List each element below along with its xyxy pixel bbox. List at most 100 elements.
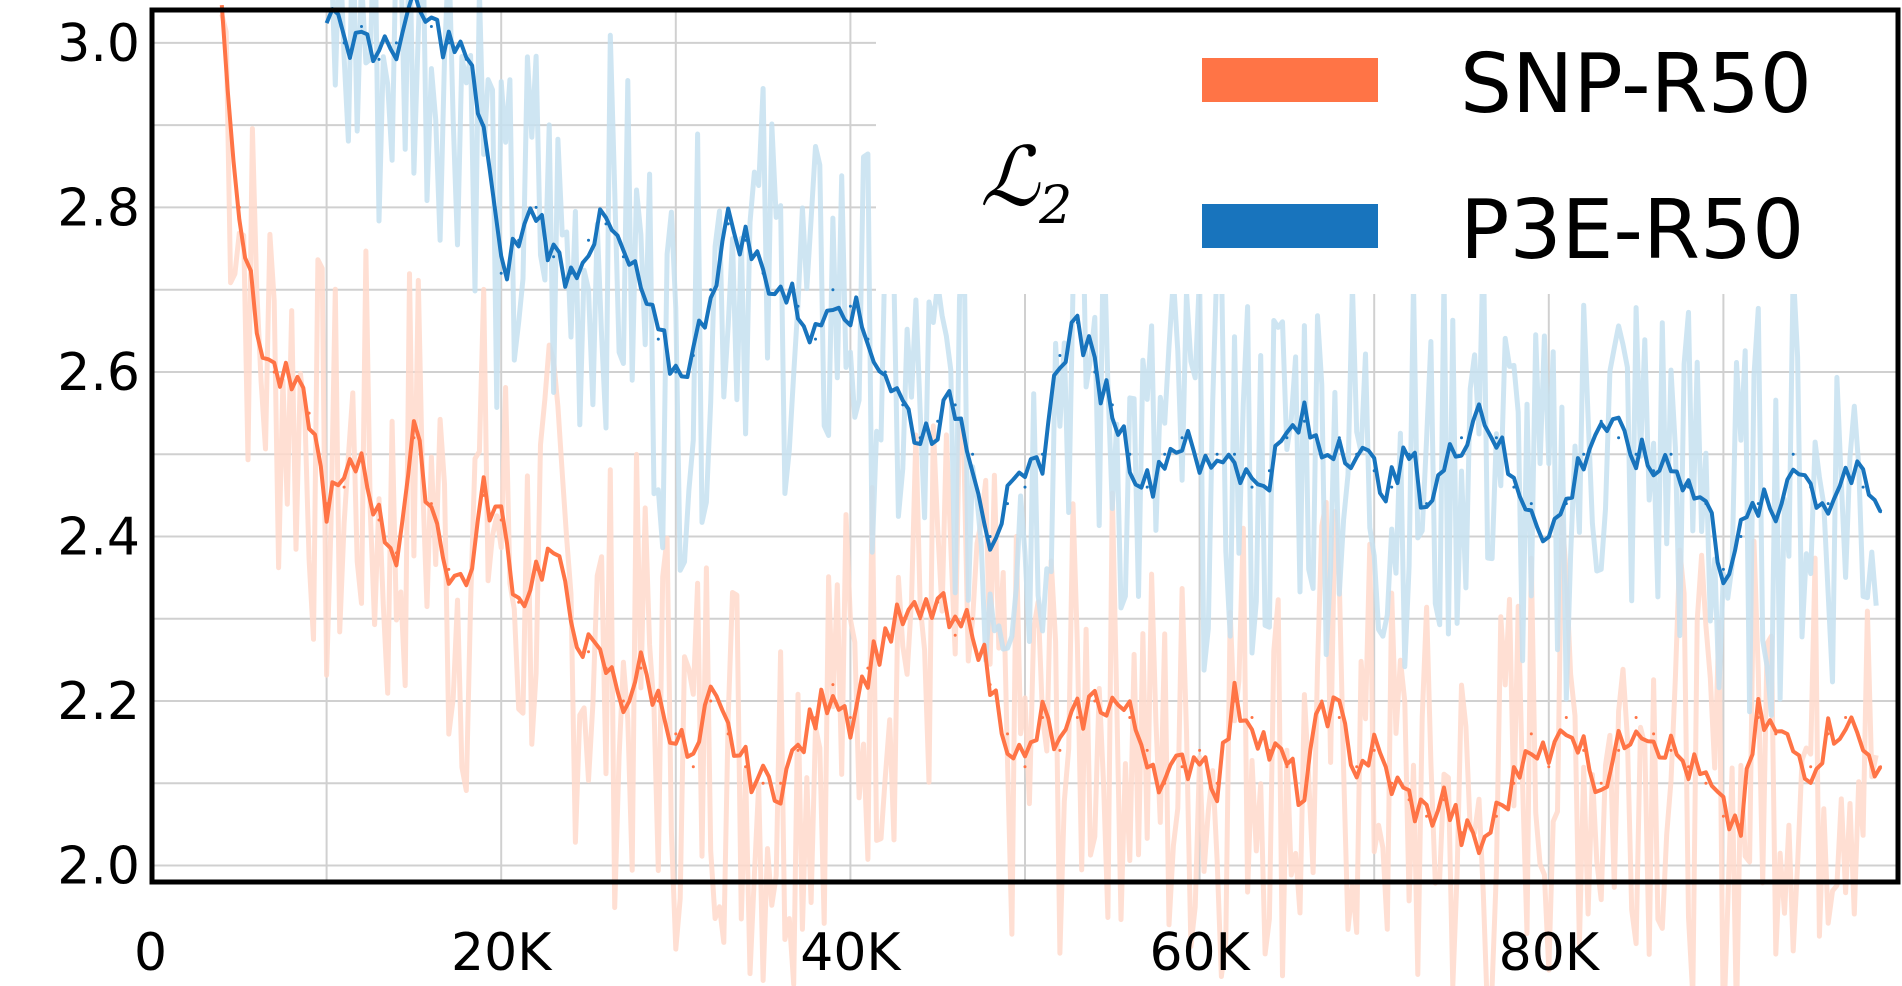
data-point-snp-r50 <box>726 732 730 736</box>
data-point-snp-r50 <box>1023 765 1027 769</box>
data-point-p3e-r50 <box>918 436 922 440</box>
data-point-p3e-r50 <box>1006 502 1009 506</box>
legend-label-p3e-r50: P3E-R50 <box>1460 183 1804 278</box>
data-point-snp-r50 <box>394 551 398 555</box>
data-point-snp-r50 <box>814 716 817 719</box>
data-point-snp-r50 <box>1721 814 1725 818</box>
data-point-p3e-r50 <box>1128 452 1132 456</box>
data-point-p3e-r50 <box>1564 502 1568 506</box>
data-point-p3e-r50 <box>639 288 643 292</box>
data-point-snp-r50 <box>1425 814 1429 818</box>
data-point-snp-r50 <box>534 567 538 571</box>
y-tick-label: 2.8 <box>57 178 140 238</box>
data-point-p3e-r50 <box>342 41 346 45</box>
data-point-snp-r50 <box>1407 798 1411 802</box>
series-line-p3e-r50 <box>324 0 1883 586</box>
data-point-p3e-r50 <box>1407 452 1411 456</box>
data-point-p3e-r50 <box>1337 436 1341 440</box>
data-point-p3e-r50 <box>848 304 852 308</box>
data-point-p3e-r50 <box>988 535 992 538</box>
data-point-p3e-r50 <box>464 57 468 61</box>
data-point-p3e-r50 <box>499 271 503 275</box>
data-point-snp-r50 <box>901 617 905 621</box>
data-point-snp-r50 <box>621 699 625 703</box>
data-point-snp-r50 <box>761 781 765 785</box>
data-point-snp-r50 <box>971 617 975 621</box>
data-point-p3e-r50 <box>377 57 381 61</box>
data-point-p3e-r50 <box>1075 321 1079 325</box>
data-point-snp-r50 <box>464 584 468 588</box>
data-point-p3e-r50 <box>779 288 783 292</box>
data-point-p3e-r50 <box>866 337 870 341</box>
data-point-p3e-r50 <box>1180 436 1184 440</box>
data-point-snp-r50 <box>988 683 992 687</box>
legend-box <box>876 12 1896 294</box>
data-point-p3e-r50 <box>1442 469 1446 473</box>
data-point-snp-r50 <box>1791 748 1795 752</box>
data-point-snp-r50 <box>1320 699 1324 703</box>
data-point-p3e-r50 <box>1634 452 1638 456</box>
data-point-p3e-r50 <box>1547 535 1551 538</box>
data-point-snp-r50 <box>1529 732 1533 736</box>
data-point-snp-r50 <box>1006 732 1009 736</box>
data-point-p3e-r50 <box>1285 436 1289 440</box>
data-point-p3e-r50 <box>1250 485 1254 489</box>
data-point-p3e-r50 <box>1233 452 1236 456</box>
data-point-p3e-r50 <box>1826 502 1830 506</box>
data-point-snp-r50 <box>1617 748 1621 752</box>
data-point-snp-r50 <box>1582 748 1586 752</box>
data-point-snp-r50 <box>831 683 835 687</box>
data-point-p3e-r50 <box>674 370 678 374</box>
data-point-p3e-r50 <box>1302 419 1306 423</box>
metric-symbol: ℒ <box>980 130 1041 225</box>
data-point-snp-r50 <box>447 567 451 571</box>
data-point-p3e-r50 <box>761 271 765 275</box>
plot-frame <box>149 7 1901 885</box>
data-point-p3e-r50 <box>1721 567 1725 571</box>
data-point-snp-r50 <box>1285 765 1289 769</box>
data-point-p3e-r50 <box>482 123 486 127</box>
data-point-p3e-r50 <box>1704 502 1708 506</box>
data-point-snp-r50 <box>1442 798 1446 802</box>
data-point-p3e-r50 <box>1093 370 1097 374</box>
data-point-p3e-r50 <box>360 25 363 28</box>
raw-trace-snp-r50 <box>219 13 1879 986</box>
data-point-p3e-r50 <box>604 222 608 226</box>
data-point-p3e-r50 <box>726 222 730 226</box>
data-point-p3e-r50 <box>953 403 957 407</box>
data-point-snp-r50 <box>360 452 363 456</box>
data-point-snp-r50 <box>691 765 695 769</box>
legend-swatch-snp-r50 <box>1202 58 1378 102</box>
data-point-snp-r50 <box>848 716 852 719</box>
data-point-snp-r50 <box>1494 814 1498 818</box>
data-point-p3e-r50 <box>1599 419 1603 423</box>
data-point-snp-r50 <box>290 386 294 390</box>
x-tick-label: 40K <box>800 923 902 983</box>
data-point-snp-r50 <box>639 666 643 670</box>
data-point-snp-r50 <box>656 699 660 703</box>
axis-ticks: 0 20K 40K 60K 80K 2.0 2.2 2.4 2.6 2.8 3.0 <box>57 14 1601 983</box>
x-tick-label: 60K <box>1149 923 1251 983</box>
data-point-p3e-r50 <box>1617 436 1621 440</box>
data-point-p3e-r50 <box>883 370 887 374</box>
data-point-snp-r50 <box>1477 847 1481 851</box>
data-point-p3e-r50 <box>796 304 800 308</box>
data-point-snp-r50 <box>325 502 329 506</box>
data-point-snp-r50 <box>1267 748 1271 752</box>
data-point-snp-r50 <box>1687 765 1690 769</box>
data-point-p3e-r50 <box>394 41 398 45</box>
data-point-p3e-r50 <box>901 403 905 407</box>
data-point-snp-r50 <box>796 748 800 752</box>
data-point-snp-r50 <box>918 617 922 621</box>
data-point-p3e-r50 <box>1372 469 1376 473</box>
raw-traces <box>219 0 1879 986</box>
data-point-p3e-r50 <box>587 238 590 242</box>
y-tick-label: 2.2 <box>57 672 140 732</box>
data-point-p3e-r50 <box>1861 485 1865 489</box>
data-point-snp-r50 <box>604 666 608 670</box>
data-point-snp-r50 <box>1390 781 1394 785</box>
data-point-snp-r50 <box>1512 781 1516 785</box>
data-point-p3e-r50 <box>1494 436 1498 440</box>
series-line-snp-r50 <box>219 4 1883 856</box>
